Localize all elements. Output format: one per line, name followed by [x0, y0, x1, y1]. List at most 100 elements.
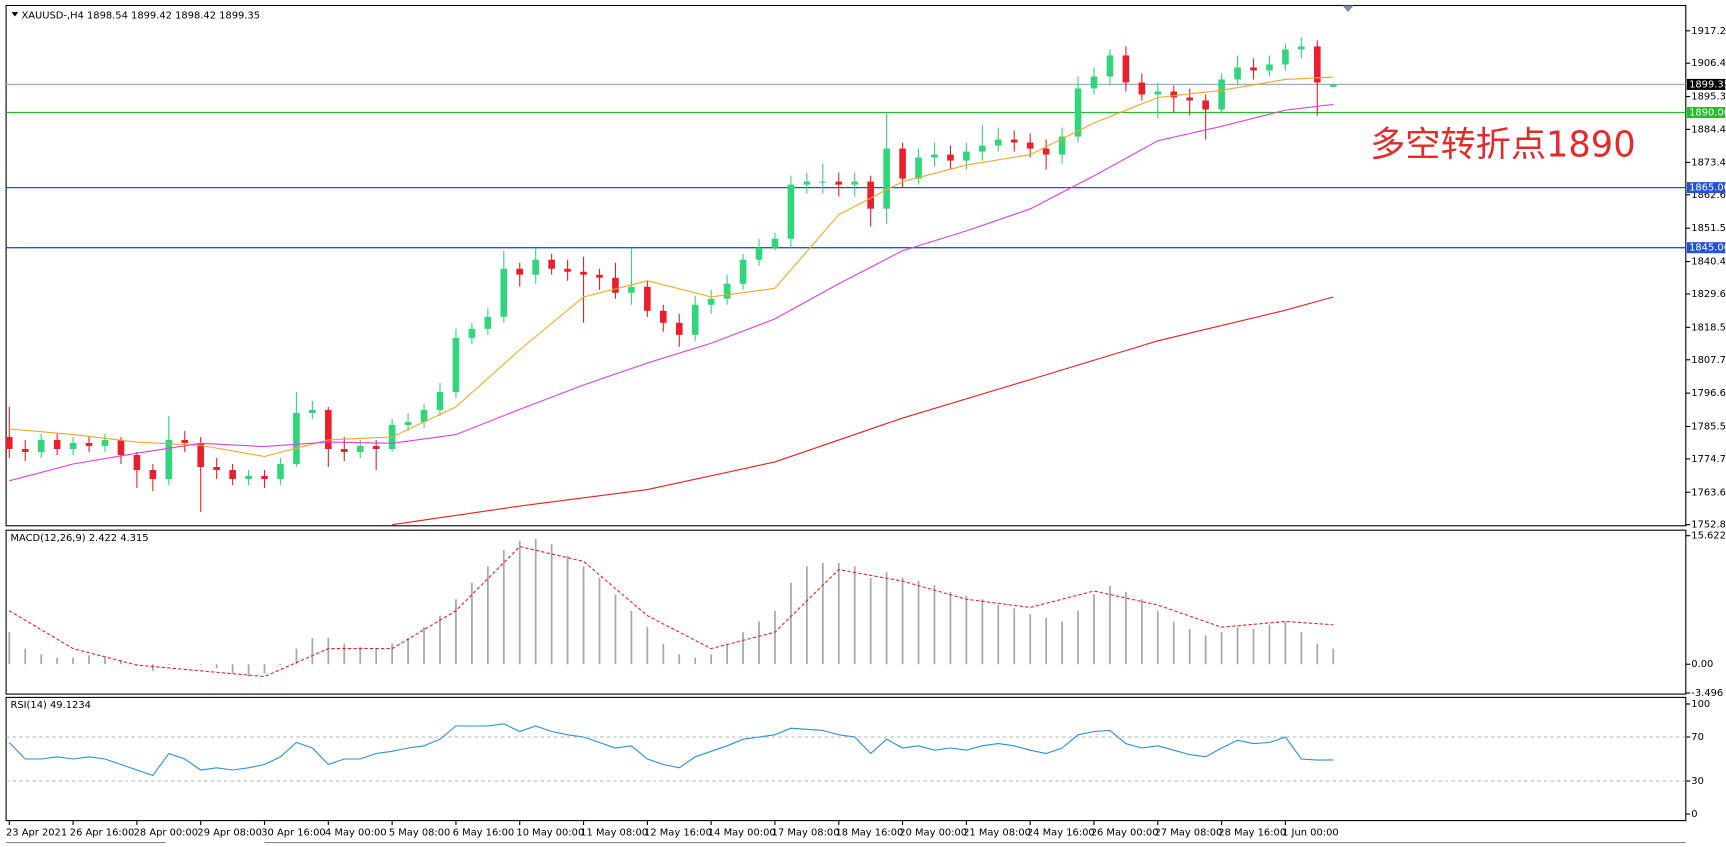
x-tick-label: 20 May 00:00 [899, 828, 967, 839]
y-tick-label: 1873.40 [1691, 157, 1726, 168]
moving-average [9, 103, 1334, 482]
candle-body [101, 439, 109, 446]
candle-body [1282, 49, 1289, 65]
x-tick-label: 12 May 16:00 [644, 828, 712, 839]
candle-body [707, 298, 715, 305]
y-tick-label: 1752.80 [1691, 520, 1726, 531]
candle-body [277, 464, 284, 480]
y-tick-label: 0.00 [1691, 659, 1713, 670]
candle-body [931, 154, 938, 158]
price-level-tag [1686, 182, 1726, 194]
candle-body [484, 316, 492, 329]
candle-body [739, 259, 747, 284]
candle-body [691, 304, 699, 335]
x-tick-label: 4 May 00:00 [325, 828, 387, 839]
candle-body [1186, 97, 1194, 101]
y-tick-label: 70 [1691, 732, 1704, 743]
x-tick-label: 28 May 16:00 [1218, 828, 1286, 839]
candle-body [372, 445, 380, 449]
x-tick-label: 24 May 16:00 [1027, 828, 1095, 839]
y-tick-label: 1785.50 [1691, 421, 1726, 432]
price-level-label: 1865.00 [1689, 183, 1726, 194]
x-tick-label: 18 May 16:00 [835, 828, 903, 839]
y-tick-label: 1840.40 [1691, 257, 1726, 268]
candle-body [149, 470, 157, 480]
x-tick-label: 29 Apr 08:00 [197, 828, 262, 839]
y-tick-label: 1807.70 [1691, 355, 1726, 366]
candle-body [1058, 136, 1066, 155]
candle-body [133, 455, 141, 471]
candle-body [309, 409, 316, 413]
candle-body [1154, 91, 1162, 95]
candle-body [293, 412, 300, 465]
candle-body [21, 448, 29, 452]
candle-body [835, 181, 843, 185]
rsi-pane [5, 696, 1687, 822]
plot-layer: 1917.20 1906.40 1895.30 1884.40 1873.40 1862.… [6, 26, 1726, 839]
candle-body [261, 476, 268, 480]
candle-body [53, 439, 61, 449]
x-tick-label: 26 Apr 16:00 [70, 828, 134, 839]
y-tick-label: 1906.40 [1691, 58, 1726, 69]
rsi-title: RSI(14) 49.1234 [11, 700, 91, 711]
candle-body [899, 148, 906, 179]
candle-body [580, 271, 587, 275]
candle-body [1074, 88, 1082, 137]
y-tick-label: 0 [1691, 809, 1697, 820]
candle-body [628, 286, 635, 293]
x-tick-label: 11 May 08:00 [580, 828, 648, 839]
candle-body [1250, 67, 1257, 71]
candle-body [117, 439, 125, 456]
y-tick-label: 1763.60 [1691, 487, 1726, 498]
candle-body [1234, 67, 1241, 80]
moving-average [9, 76, 1334, 458]
candle-body [979, 145, 986, 152]
annotation: 多空转折点1890 [1370, 124, 1636, 165]
price-pane [5, 4, 1687, 527]
candle-body [532, 259, 539, 275]
candle-body [1122, 55, 1130, 83]
x-tick-label: 14 May 00:00 [708, 828, 776, 839]
candle-body [37, 439, 45, 452]
candle-body [548, 259, 555, 269]
price-level-label: 1899.35 [1689, 79, 1726, 90]
x-tick-label: 10 May 00:00 [516, 828, 584, 839]
x-tick-label: 30 Apr 16:00 [261, 828, 326, 839]
price-level-label: 1845.00 [1689, 243, 1726, 254]
candle-body [644, 286, 651, 311]
x-tick-label: 1 Jun 00:00 [1282, 828, 1339, 839]
candle-body [356, 445, 364, 452]
candle-body [660, 310, 667, 323]
macd-title: MACD(12,26,9) 2.422 4.315 [11, 533, 149, 544]
candle-body [1202, 100, 1209, 110]
candle-body [675, 322, 683, 335]
y-tick-label: 1862.60 [1691, 190, 1726, 201]
y-tick-label: 100 [1691, 699, 1710, 710]
candle-body [197, 442, 205, 468]
candle-body [1298, 46, 1305, 50]
price-level-tag [1686, 107, 1726, 119]
y-tick-label: 1851.50 [1691, 223, 1726, 234]
candle-body [851, 181, 859, 185]
y-tick-label: -3.496 [1691, 688, 1723, 699]
x-tick-label: 6 May 16:00 [453, 828, 515, 839]
candle-body [1042, 148, 1050, 155]
pane-arrow [11, 12, 19, 17]
x-tick-label: 26 May 00:00 [1091, 828, 1159, 839]
candle-body [819, 181, 827, 183]
candle-body [612, 277, 619, 293]
price-level-tag [1686, 242, 1726, 254]
candle-body [1329, 84, 1337, 87]
candle-body [404, 421, 412, 425]
candle-body [420, 409, 428, 422]
candle-body [229, 470, 236, 480]
candle-body [723, 283, 731, 299]
candle-body [436, 391, 444, 410]
candle-body [803, 181, 811, 185]
moving-average [392, 296, 1334, 526]
candle-body [5, 436, 13, 449]
candle-body [500, 268, 508, 317]
